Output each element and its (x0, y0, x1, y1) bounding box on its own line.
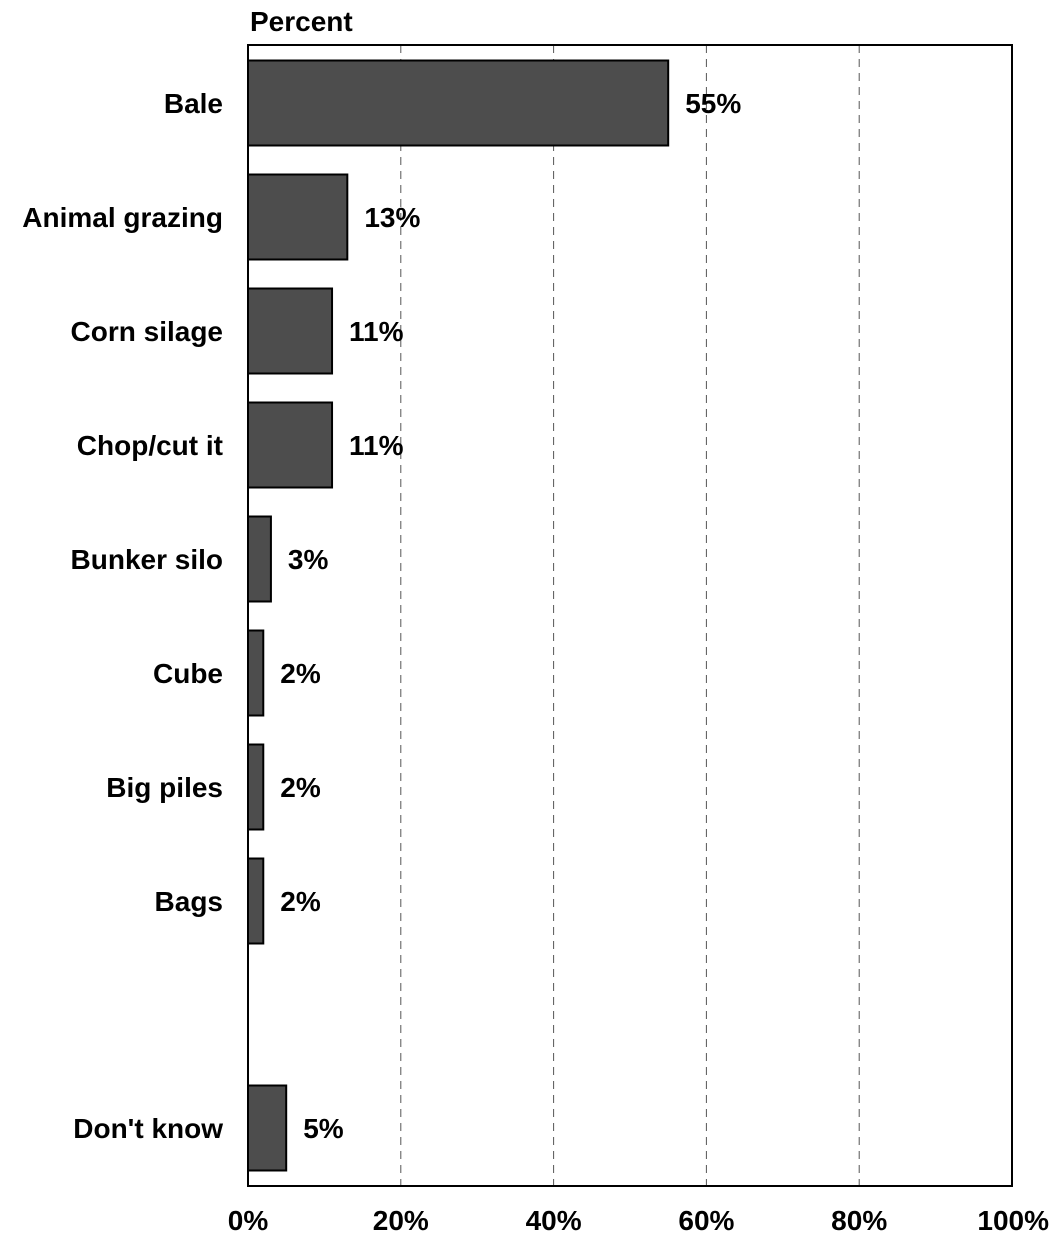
category-label: Animal grazing (22, 202, 223, 233)
axis-title: Percent (250, 6, 353, 37)
x-tick-label: 20% (373, 1205, 429, 1236)
data-label: 2% (280, 658, 321, 689)
bar (247, 857, 265, 945)
data-label: 2% (280, 886, 321, 917)
x-tick-label: 100% (977, 1205, 1049, 1236)
category-label: Corn silage (71, 316, 223, 347)
category-label: Don't know (73, 1113, 223, 1144)
data-label: 13% (364, 202, 420, 233)
data-label: 3% (288, 544, 329, 575)
category-label: Bale (164, 88, 223, 119)
x-tick-label: 0% (228, 1205, 269, 1236)
category-label: Bags (155, 886, 223, 917)
data-label: 5% (303, 1113, 344, 1144)
plot-frame (247, 44, 1013, 1187)
category-label: Big piles (106, 772, 223, 803)
bar (247, 743, 265, 831)
bar (247, 629, 265, 717)
category-label: Bunker silo (71, 544, 223, 575)
bar (247, 287, 334, 375)
x-tick-label: 60% (678, 1205, 734, 1236)
gridlines (400, 45, 860, 1186)
bar (247, 1084, 288, 1172)
data-label: 11% (349, 316, 404, 347)
category-label: Chop/cut it (77, 430, 223, 461)
x-tick-label: 40% (526, 1205, 582, 1236)
data-labels: 55% 13% 11% 11% 3% 2% 2% 2% 5% (280, 88, 741, 1144)
category-label: Cube (153, 658, 223, 689)
bar (247, 59, 670, 147)
bar (247, 515, 272, 603)
bar (247, 173, 349, 261)
data-label: 55% (685, 88, 741, 119)
data-label: 2% (280, 772, 321, 803)
data-label: 11% (349, 430, 404, 461)
x-tick-label: 80% (831, 1205, 887, 1236)
category-labels: Bale Animal grazing Corn silage Chop/cut it… (22, 88, 223, 1144)
bar (247, 401, 334, 489)
bars (247, 59, 670, 1172)
x-tick-labels: 0% 20% 40% 60% 80% 100% (228, 1205, 1049, 1236)
